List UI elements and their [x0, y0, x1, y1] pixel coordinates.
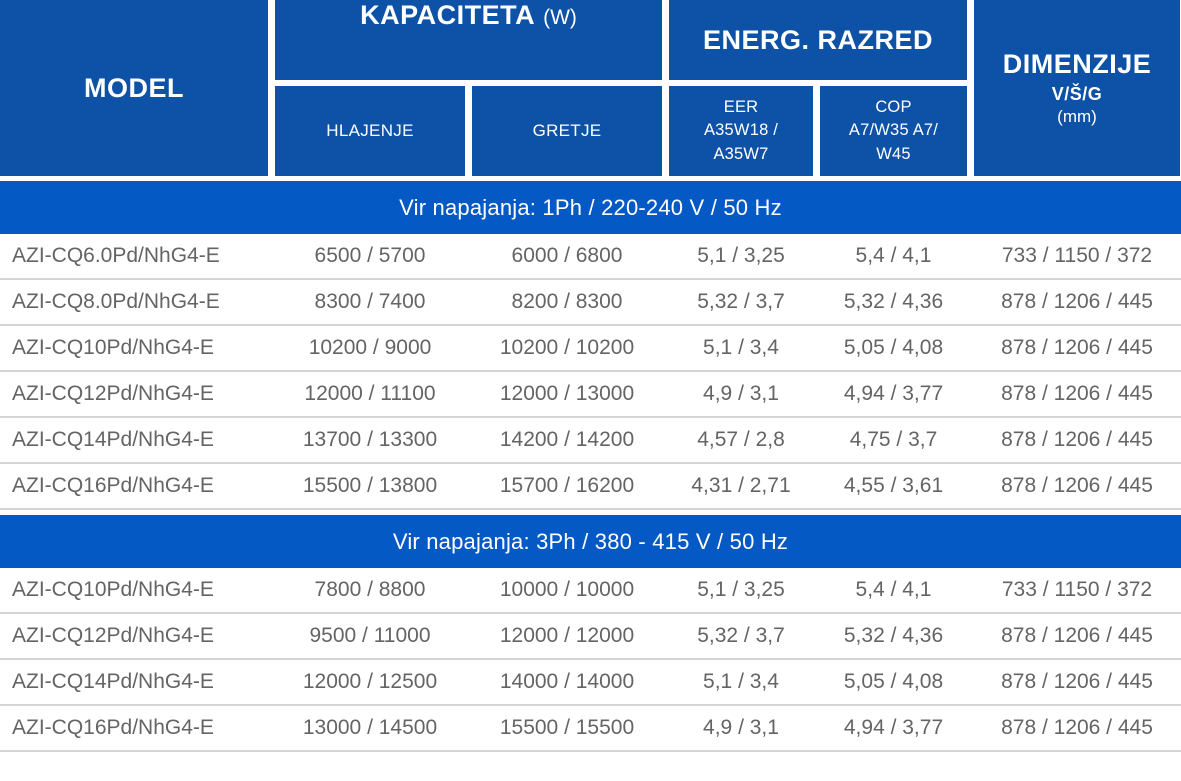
dimenzije-cell: 878 / 1206 / 445	[1001, 290, 1153, 313]
table-row: AZI-CQ14Pd/NhG4-E 13700 / 13300 14200 / 14…	[0, 418, 1181, 464]
table-header: MODEL KAPACITETA (W) ENERG. RAZRED DIMEN…	[0, 0, 1181, 176]
table-row: AZI-CQ12Pd/NhG4-E 9500 / 11000 12000 / 120…	[0, 614, 1181, 660]
table-row: AZI-CQ10Pd/NhG4-E 7800 / 8800 10000 / 1000…	[0, 568, 1181, 614]
cop-cell: 5,05 / 4,08	[843, 670, 944, 693]
section-header: Vir napajanja: 3Ph / 380 - 415 V / 50 Hz	[0, 515, 1181, 568]
model-cell: AZI-CQ10Pd/NhG4-E	[12, 578, 214, 601]
kapaciteta-unit-label: (W)	[543, 6, 577, 29]
header-cell-kapaciteta: KAPACITETA (W)	[275, 0, 662, 80]
table-row: AZI-CQ14Pd/NhG4-E 12000 / 12500 14000 / 14…	[0, 660, 1181, 706]
table-row: AZI-CQ6.0Pd/NhG4-E 6500 / 5700 6000 / 6800…	[0, 234, 1181, 280]
cop-cell: 4,55 / 3,61	[843, 474, 944, 497]
gretje-cell: 8200 / 8300	[511, 290, 623, 313]
table-row: AZI-CQ8.0Pd/NhG4-E 8300 / 7400 8200 / 8300…	[0, 280, 1181, 326]
eer-cell: 4,57 / 2,8	[697, 428, 785, 451]
dimenzije-header-label: DIMENZIJE	[1002, 49, 1152, 79]
cop-header-label: COP A7/W35 A7/ W45	[848, 98, 939, 163]
cop-cell: 5,32 / 4,36	[843, 624, 944, 647]
table-row: AZI-CQ16Pd/NhG4-E 15500 / 13800 15700 / 16…	[0, 464, 1181, 510]
spec-table: MODEL KAPACITETA (W) ENERG. RAZRED DIMEN…	[0, 0, 1181, 752]
section-header: Vir napajanja: 1Ph / 220-240 V / 50 Hz	[0, 181, 1181, 234]
dimenzije-cell: 878 / 1206 / 445	[1001, 670, 1153, 693]
dimenzije-cell: 878 / 1206 / 445	[1001, 474, 1153, 497]
hlajenje-cell: 13000 / 14500	[302, 716, 438, 739]
dimenzije-unit-label: (mm)	[1057, 107, 1097, 126]
energ-razred-header-label: ENERG. RAZRED	[702, 24, 933, 55]
header-cell-energ-razred: ENERG. RAZRED	[669, 0, 967, 80]
table-row: AZI-CQ10Pd/NhG4-E 10200 / 9000 10200 / 102…	[0, 326, 1181, 372]
cop-cell: 5,4 / 4,1	[855, 244, 932, 267]
eer-cell: 5,1 / 3,4	[703, 336, 779, 359]
section-header-label: Vir napajanja: 1Ph / 220-240 V / 50 Hz	[399, 194, 782, 220]
section-header-label: Vir napajanja: 3Ph / 380 - 415 V / 50 Hz	[392, 528, 789, 554]
header-cell-hlajenje: HLAJENJE	[275, 86, 465, 176]
cop-cell: 5,32 / 4,36	[843, 290, 944, 313]
hlajenje-cell: 10200 / 9000	[308, 336, 432, 359]
model-cell: AZI-CQ6.0Pd/NhG4-E	[12, 244, 220, 267]
gretje-cell: 14200 / 14200	[499, 428, 635, 451]
eer-cell: 4,31 / 2,71	[691, 474, 791, 497]
table-body: Vir napajanja: 1Ph / 220-240 V / 50 Hz AZ…	[0, 181, 1181, 752]
gretje-cell: 15700 / 16200	[499, 474, 635, 497]
cop-cell: 5,05 / 4,08	[843, 336, 944, 359]
eer-header-label: EER A35W18 / A35W7	[703, 98, 779, 163]
eer-cell: 5,1 / 3,4	[703, 670, 779, 693]
hlajenje-cell: 7800 / 8800	[314, 578, 426, 601]
dimenzije-cell: 878 / 1206 / 445	[1001, 428, 1153, 451]
header-cell-eer: EER A35W18 / A35W7	[669, 86, 813, 176]
header-cell-dimenzije: DIMENZIJE V/Š/G (mm)	[974, 0, 1180, 176]
cop-cell: 4,75 / 3,7	[849, 428, 938, 451]
model-cell: AZI-CQ10Pd/NhG4-E	[12, 336, 214, 359]
hlajenje-cell: 12000 / 11100	[304, 382, 436, 405]
header-cell-cop: COP A7/W35 A7/ W45	[820, 86, 967, 176]
hlajenje-cell: 6500 / 5700	[314, 244, 426, 267]
hlajenje-header-label: HLAJENJE	[326, 121, 414, 140]
table-row: AZI-CQ16Pd/NhG4-E 13000 / 14500 15500 / 15…	[0, 706, 1181, 752]
model-cell: AZI-CQ12Pd/NhG4-E	[12, 382, 214, 405]
eer-cell: 5,32 / 3,7	[697, 624, 785, 647]
kapaciteta-header-label: KAPACITETA	[360, 0, 536, 30]
hlajenje-cell: 15500 / 13800	[302, 474, 438, 497]
gretje-cell: 12000 / 12000	[499, 624, 635, 647]
cop-cell: 5,4 / 4,1	[855, 578, 932, 601]
model-cell: AZI-CQ8.0Pd/NhG4-E	[12, 290, 220, 313]
hlajenje-cell: 9500 / 11000	[309, 624, 431, 647]
dimenzije-cell: 733 / 1150 / 372	[1001, 578, 1153, 601]
model-cell: AZI-CQ14Pd/NhG4-E	[12, 428, 214, 451]
header-cell-gretje: GRETJE	[472, 86, 662, 176]
gretje-cell: 14000 / 14000	[499, 670, 635, 693]
dimenzije-cell: 878 / 1206 / 445	[1001, 382, 1153, 405]
gretje-cell: 15500 / 15500	[499, 716, 635, 739]
gretje-cell: 12000 / 13000	[499, 382, 635, 405]
model-cell: AZI-CQ16Pd/NhG4-E	[12, 474, 214, 497]
dimenzije-cell: 878 / 1206 / 445	[1001, 624, 1153, 647]
model-cell: AZI-CQ14Pd/NhG4-E	[12, 670, 214, 693]
hlajenje-cell: 12000 / 12500	[302, 670, 438, 693]
dimenzije-vsg-label: V/Š/G	[1051, 84, 1103, 104]
model-cell: AZI-CQ12Pd/NhG4-E	[12, 624, 214, 647]
eer-cell: 5,1 / 3,25	[697, 244, 785, 267]
cop-cell: 4,94 / 3,77	[843, 382, 944, 405]
table-row: AZI-CQ12Pd/NhG4-E 12000 / 11100 12000 / 13…	[0, 372, 1181, 418]
hlajenje-cell: 8300 / 7400	[314, 290, 426, 313]
gretje-cell: 6000 / 6800	[511, 244, 623, 267]
gretje-cell: 10200 / 10200	[499, 336, 635, 359]
eer-cell: 5,32 / 3,7	[697, 290, 785, 313]
dimenzije-cell: 878 / 1206 / 445	[1001, 336, 1153, 359]
model-header-label: MODEL	[84, 72, 184, 103]
eer-cell: 4,9 / 3,1	[703, 382, 779, 405]
gretje-header-label: GRETJE	[532, 121, 602, 140]
dimenzije-cell: 878 / 1206 / 445	[1001, 716, 1153, 739]
dimenzije-cell: 733 / 1150 / 372	[1001, 244, 1153, 267]
eer-cell: 4,9 / 3,1	[703, 716, 779, 739]
eer-cell: 5,1 / 3,25	[697, 578, 785, 601]
model-cell: AZI-CQ16Pd/NhG4-E	[12, 716, 214, 739]
gretje-cell: 10000 / 10000	[499, 578, 635, 601]
cop-cell: 4,94 / 3,77	[843, 716, 944, 739]
header-cell-model: MODEL	[0, 0, 268, 176]
hlajenje-cell: 13700 / 13300	[302, 428, 438, 451]
